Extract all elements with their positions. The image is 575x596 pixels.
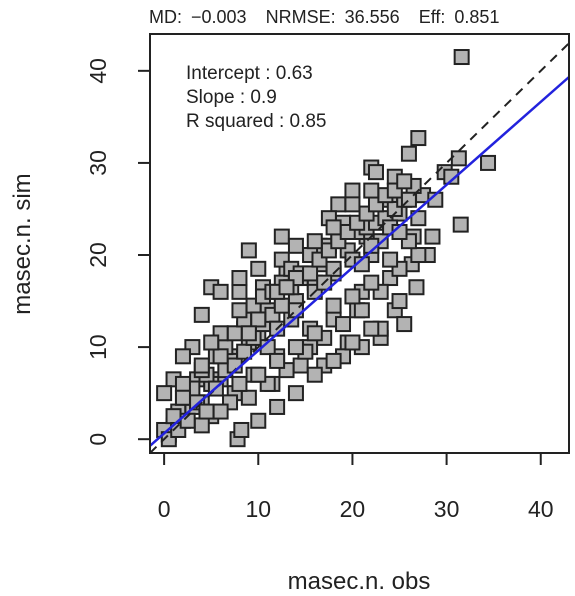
data-point [240, 242, 257, 259]
data-point [443, 168, 460, 185]
data-point [198, 403, 215, 420]
data-point [306, 233, 323, 250]
data-point [363, 182, 380, 199]
y-tick-label: 10 [85, 334, 111, 360]
data-point [325, 297, 342, 314]
data-point [278, 279, 295, 296]
x-tick-label: 20 [340, 496, 366, 522]
data-point [325, 260, 342, 277]
y-tick-label: 20 [85, 242, 111, 268]
data-point [335, 316, 352, 333]
md-value: −0.003 [191, 7, 247, 27]
data-point [287, 339, 304, 356]
data-point [231, 270, 248, 287]
data-point [212, 348, 229, 365]
data-point [273, 297, 290, 314]
data-point [353, 302, 370, 319]
data-point [287, 385, 304, 402]
data-point [269, 398, 286, 415]
nrmse-value: 36.556 [345, 7, 400, 27]
data-point [410, 130, 427, 147]
data-point [408, 279, 425, 296]
data-point [174, 375, 191, 392]
data-point [174, 348, 191, 365]
y-axis: 0 10 20 30 40 [85, 58, 150, 446]
data-point [344, 334, 361, 351]
plot-area [150, 42, 569, 453]
data-point [250, 260, 267, 277]
data-point [174, 389, 191, 406]
y-tick-label: 0 [85, 433, 111, 446]
data-point [363, 320, 380, 337]
data-point [424, 228, 441, 245]
data-point [250, 366, 267, 383]
data-point [240, 389, 257, 406]
data-point [450, 150, 467, 167]
data-point [306, 366, 323, 383]
x-axis-title: masec.n. obs [288, 568, 431, 595]
data-point [269, 352, 286, 369]
y-axis-title: masec.n. sim [9, 173, 36, 314]
nrmse-label: NRMSE: [266, 7, 336, 27]
data-point [452, 216, 469, 233]
data-point [193, 306, 210, 323]
data-point [231, 283, 248, 300]
data-point [367, 164, 384, 181]
md-label: MD: [149, 7, 182, 27]
eff-value: 0.851 [454, 7, 499, 27]
data-point [396, 173, 413, 190]
data-point [410, 247, 427, 264]
annotation-slope: Slope : 0.9 [186, 87, 277, 108]
x-axis: 0 10 20 30 40 [158, 453, 554, 522]
data-point [330, 196, 347, 213]
data-point [363, 274, 380, 291]
data-point [212, 403, 229, 420]
data-point [382, 251, 399, 268]
data-point [325, 352, 342, 369]
header-stats: MD: −0.003 NRMSE: 36.556 Eff: 0.851 [149, 7, 499, 27]
y-tick-label: 30 [85, 150, 111, 176]
x-tick-label: 30 [434, 496, 460, 522]
regression-line [150, 76, 569, 447]
data-point [480, 154, 497, 171]
data-point [226, 325, 243, 342]
plot-frame [149, 33, 570, 454]
data-point [250, 412, 267, 429]
data-point [396, 316, 413, 333]
data-point [292, 357, 309, 374]
data-point [236, 343, 253, 360]
annotation-r-squared: R squared : 0.85 [186, 111, 326, 132]
data-point [391, 293, 408, 310]
data-point [453, 49, 470, 66]
data-point [287, 237, 304, 254]
data-point [203, 334, 220, 351]
data-point [156, 385, 173, 402]
data-point [233, 421, 250, 438]
data-point [344, 288, 361, 305]
points-layer [156, 49, 497, 448]
data-point [344, 182, 361, 199]
data-point [306, 325, 323, 342]
annotation-intercept: Intercept : 0.63 [186, 63, 313, 84]
data-point [302, 265, 319, 282]
data-point [273, 228, 290, 245]
data-point [344, 196, 361, 213]
data-point [325, 219, 342, 236]
data-point [193, 357, 210, 374]
y-tick-label: 40 [85, 58, 111, 84]
data-point [212, 283, 229, 300]
x-tick-label: 0 [158, 496, 171, 522]
data-point [250, 311, 267, 328]
data-point [231, 375, 248, 392]
x-tick-label: 10 [245, 496, 271, 522]
data-point [193, 417, 210, 434]
data-point [240, 325, 257, 342]
data-point [231, 302, 248, 319]
x-tick-label: 40 [528, 496, 554, 522]
data-point [400, 145, 417, 162]
eff-label: Eff: [419, 7, 446, 27]
